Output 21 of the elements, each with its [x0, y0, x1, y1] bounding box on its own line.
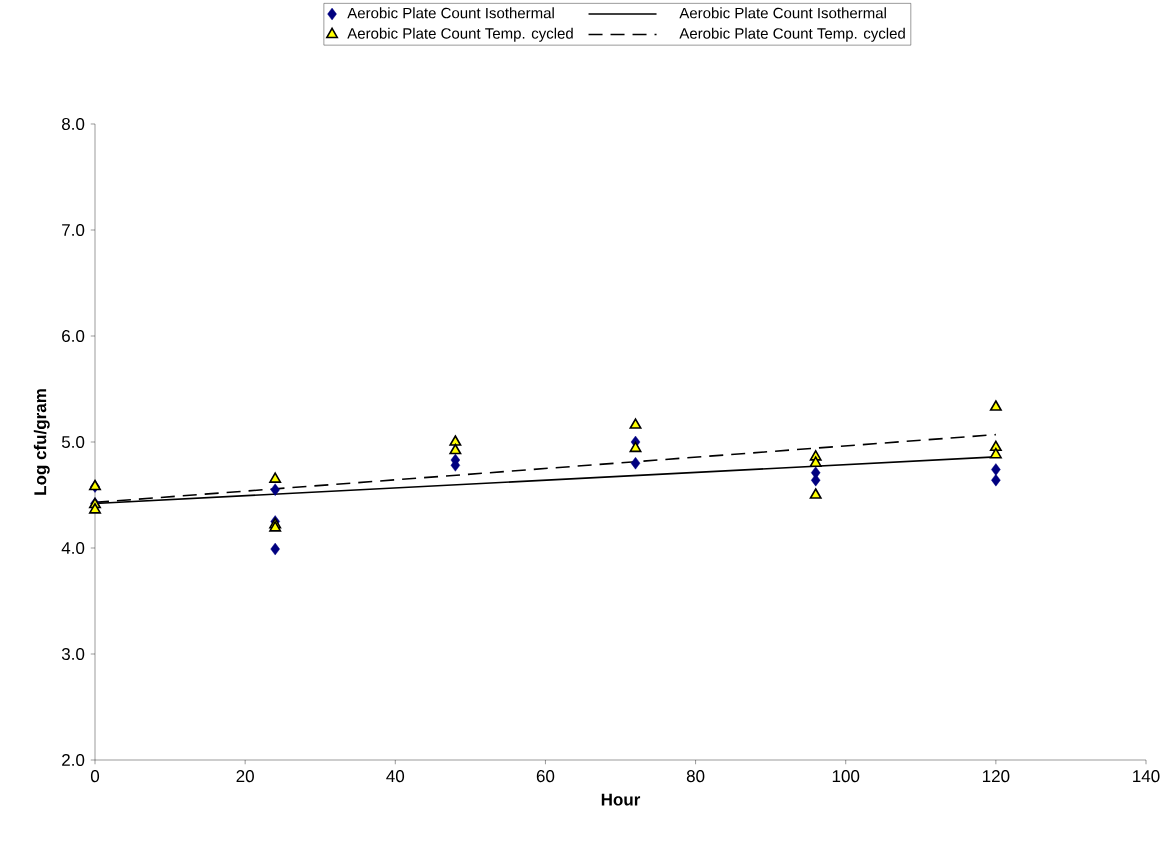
x-tick-label: 120 — [982, 770, 1010, 783]
legend-label: Aerobic Plate Count Isothermal — [679, 7, 886, 19]
x-tick-label: 20 — [236, 770, 254, 783]
y-tick-label: 3.0 — [61, 647, 85, 661]
x-tick-label: 40 — [386, 770, 405, 783]
x-tick-label: 0 — [90, 770, 100, 783]
y-tick-label: 8.0 — [61, 117, 85, 131]
legend-label: Aerobic Plate Count Isothermal — [347, 7, 554, 19]
x-axis-title: Hour — [601, 793, 641, 806]
legend-label: Aerobic Plate Count Temp. cycled — [347, 27, 573, 42]
y-axis-title: Log cfu/gram — [33, 389, 50, 495]
x-tick-label: 140 — [1133, 770, 1160, 783]
legend-label: Aerobic Plate Count Temp. cycled — [679, 27, 905, 42]
x-tick-label: 80 — [686, 770, 705, 783]
x-tick-label: 60 — [536, 770, 555, 783]
y-tick-label: 2.0 — [62, 753, 85, 767]
y-tick-label: 5.0 — [61, 435, 85, 449]
y-tick-label: 4.0 — [61, 541, 85, 555]
x-tick-label: 100 — [832, 770, 860, 783]
y-tick-label: 7.0 — [62, 223, 85, 237]
y-tick-label: 6.0 — [62, 329, 85, 343]
